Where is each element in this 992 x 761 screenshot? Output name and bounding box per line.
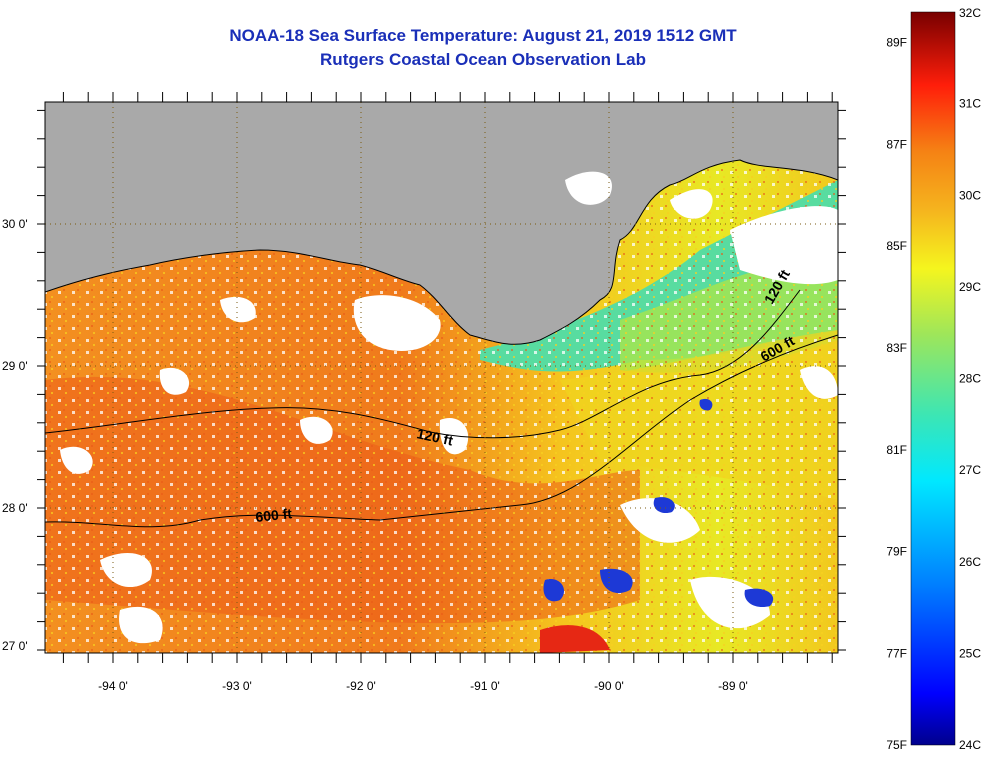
map-panel [45,102,838,653]
lon-label-92: -92 0' [346,679,376,693]
colorbar-label-c: 28C [959,372,981,386]
gridlines [45,102,838,653]
lat-label-29: 29 0' [2,359,28,373]
colorbar-label-f: 77F [886,646,907,660]
colorbar-labels: 89F 87F 85F 83F 81F 79F 77F 75F 32C 31C 30C 29C 28C 2… [886,6,981,752]
map-title: NOAA-18 Sea Surface Temperature: August … [229,26,737,45]
cold-patches [543,398,774,608]
colorbar-label-c: 27C [959,463,981,477]
colorbar-label-c: 29C [959,280,981,294]
lon-label-94: -94 0' [98,679,128,693]
colorbar-label-c: 26C [959,555,981,569]
colorbar-label-f: 75F [886,738,907,752]
hot-patch [540,625,610,653]
lon-label-91: -91 0' [470,679,500,693]
land-mass [45,102,838,345]
lat-label-30: 30 0' [2,217,28,231]
colorbar-label-f: 81F [886,443,907,457]
contour-label-120-west: 120 ft [415,425,454,448]
map-subtitle: Rutgers Coastal Ocean Observation Lab [320,50,646,69]
colorbar-label-f: 87F [886,137,907,151]
contour-600ft [45,334,838,528]
axis-ticks [37,92,846,663]
colorbar-label-f: 85F [886,239,907,253]
colorbar-label-c: 30C [959,188,981,202]
colorbar-label-c: 24C [959,738,981,752]
colorbar-label-c: 31C [959,97,981,111]
cloud-patches [60,171,838,644]
colorbar-label-c: 32C [959,6,981,20]
colorbar-label-f: 83F [886,341,907,355]
colorbar-label-f: 79F [886,545,907,559]
colorbar-label-c: 25C [959,646,981,660]
lon-label-90: -90 0' [594,679,624,693]
contour-label-600-west: 600 ft [255,505,293,525]
lat-label-28: 28 0' [2,501,28,515]
lon-label-93: -93 0' [222,679,252,693]
colorbar-label-f: 89F [886,36,907,50]
lon-label-89: -89 0' [718,679,748,693]
map-frame [44,101,839,654]
contour-120ft [45,289,801,439]
lat-label-27: 27 0' [2,639,28,653]
colorbar [910,11,956,746]
